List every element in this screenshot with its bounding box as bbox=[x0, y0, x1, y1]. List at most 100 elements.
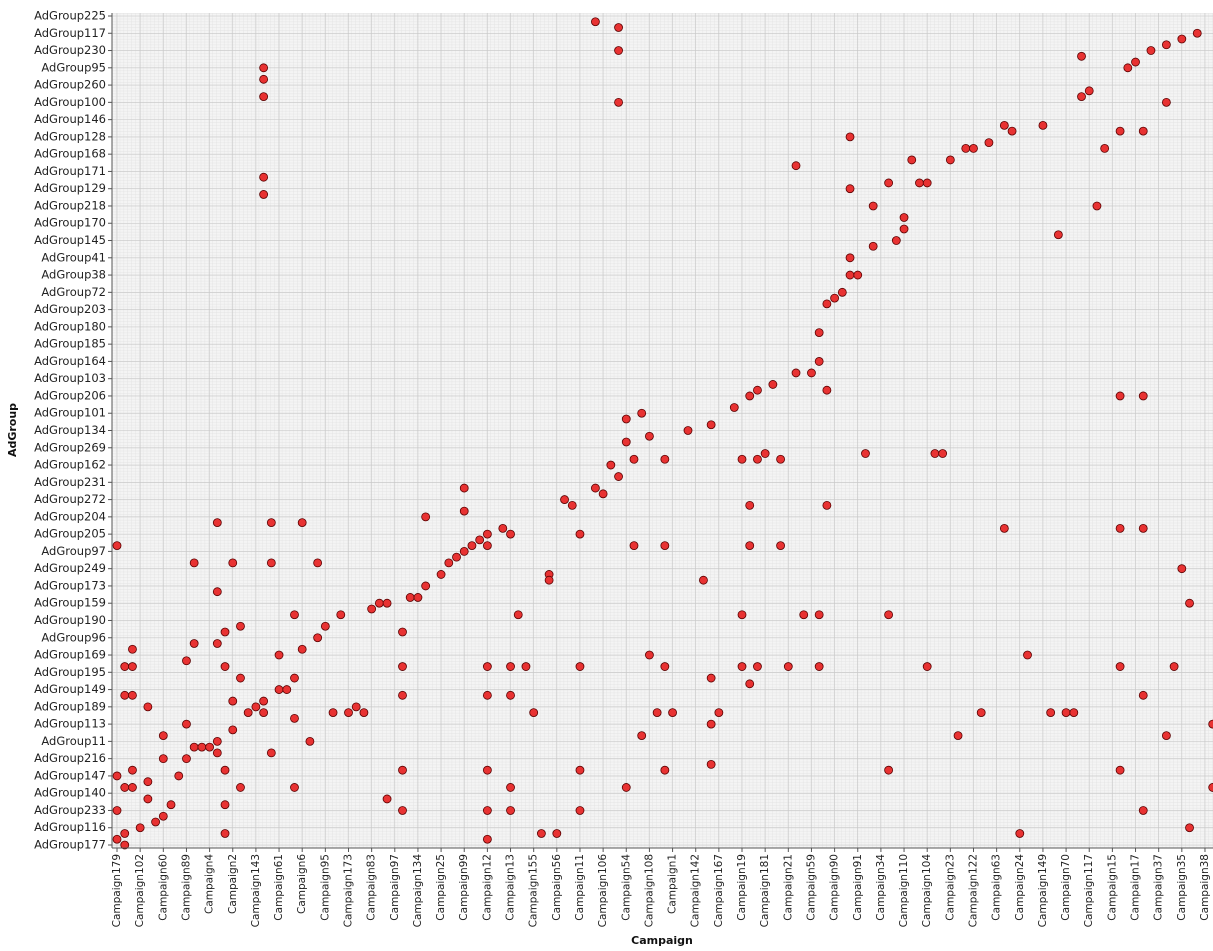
point bbox=[413, 593, 423, 602]
point bbox=[868, 201, 878, 211]
point bbox=[513, 610, 523, 620]
x-tick-label: Campaign83 bbox=[366, 854, 378, 921]
point bbox=[228, 725, 238, 735]
point bbox=[351, 702, 361, 712]
point bbox=[614, 23, 623, 32]
point bbox=[212, 748, 222, 758]
point bbox=[521, 662, 531, 671]
point bbox=[1115, 523, 1125, 533]
x-tick-label: Campaign90 bbox=[829, 854, 841, 921]
point bbox=[266, 518, 276, 528]
point bbox=[297, 644, 307, 654]
point bbox=[482, 806, 492, 815]
point bbox=[830, 293, 840, 303]
point bbox=[506, 662, 515, 671]
point bbox=[814, 662, 824, 671]
point bbox=[398, 627, 407, 637]
point bbox=[529, 708, 539, 717]
point bbox=[382, 794, 392, 804]
point bbox=[290, 610, 299, 620]
point bbox=[1161, 97, 1171, 107]
point bbox=[1131, 57, 1140, 67]
point bbox=[128, 783, 137, 792]
point bbox=[884, 610, 894, 620]
point bbox=[629, 541, 639, 551]
point bbox=[706, 420, 716, 430]
point bbox=[791, 161, 801, 171]
y-tick-label: AdGroup185 bbox=[34, 337, 106, 351]
point bbox=[359, 708, 369, 717]
point bbox=[274, 685, 284, 694]
y-tick-label: AdGroup140 bbox=[34, 786, 106, 800]
x-tick-label: Campaign99 bbox=[458, 854, 470, 921]
point bbox=[212, 639, 222, 648]
x-tick-label: Campaign59 bbox=[805, 854, 817, 921]
y-tick-label: AdGroup129 bbox=[34, 181, 106, 195]
point bbox=[706, 673, 716, 683]
point bbox=[891, 236, 901, 245]
y-tick-label: AdGroup204 bbox=[34, 509, 106, 523]
point bbox=[845, 132, 855, 142]
point bbox=[822, 500, 832, 510]
point bbox=[945, 155, 955, 165]
point bbox=[575, 765, 585, 775]
point bbox=[699, 575, 708, 585]
point bbox=[197, 742, 207, 752]
point bbox=[143, 794, 153, 804]
point bbox=[128, 690, 137, 700]
point bbox=[745, 500, 755, 510]
point bbox=[367, 604, 377, 614]
point bbox=[236, 783, 245, 792]
point bbox=[259, 63, 269, 73]
point bbox=[807, 368, 816, 378]
point bbox=[1208, 719, 1213, 729]
point bbox=[405, 593, 415, 602]
y-tick-label: AdGroup95 bbox=[41, 60, 106, 74]
point bbox=[290, 673, 299, 683]
y-tick-label: AdGroup164 bbox=[34, 354, 106, 368]
point bbox=[575, 806, 585, 815]
point bbox=[398, 765, 407, 775]
point bbox=[1161, 731, 1171, 741]
point bbox=[969, 144, 978, 153]
point bbox=[814, 610, 824, 620]
y-tick-label: AdGroup162 bbox=[34, 458, 106, 472]
y-tick-label: AdGroup216 bbox=[34, 751, 106, 765]
y-tick-label: AdGroup180 bbox=[34, 319, 106, 333]
point bbox=[182, 719, 191, 729]
point bbox=[768, 380, 778, 389]
point bbox=[220, 829, 230, 838]
point bbox=[861, 449, 870, 458]
point bbox=[598, 489, 608, 499]
point bbox=[536, 829, 546, 838]
point bbox=[1138, 806, 1148, 815]
x-tick-label: Campaign142 bbox=[690, 854, 702, 927]
point bbox=[645, 431, 654, 441]
y-tick-label: AdGroup149 bbox=[34, 682, 106, 696]
y-tick-label: AdGroup233 bbox=[34, 803, 106, 817]
x-tick-label: Campaign95 bbox=[319, 854, 331, 921]
y-tick-label: AdGroup205 bbox=[34, 527, 106, 541]
y-tick-label: AdGroup72 bbox=[41, 285, 106, 299]
point bbox=[1069, 708, 1079, 717]
point bbox=[297, 518, 307, 528]
point bbox=[128, 765, 137, 775]
point bbox=[120, 783, 130, 792]
point bbox=[907, 155, 917, 165]
point bbox=[259, 92, 269, 101]
point bbox=[637, 731, 647, 741]
point bbox=[313, 633, 323, 643]
point bbox=[259, 708, 269, 717]
point bbox=[1115, 765, 1125, 775]
x-tick-label: Campaign63 bbox=[991, 854, 1003, 921]
point bbox=[1138, 523, 1148, 533]
point bbox=[776, 541, 785, 551]
point bbox=[737, 454, 747, 464]
point bbox=[1023, 650, 1032, 660]
point bbox=[1123, 63, 1133, 73]
x-tick-label: Campaign19 bbox=[736, 854, 748, 921]
point bbox=[1046, 708, 1056, 717]
y-tick-label: AdGroup101 bbox=[34, 406, 106, 420]
point bbox=[506, 806, 515, 815]
point bbox=[706, 760, 716, 769]
